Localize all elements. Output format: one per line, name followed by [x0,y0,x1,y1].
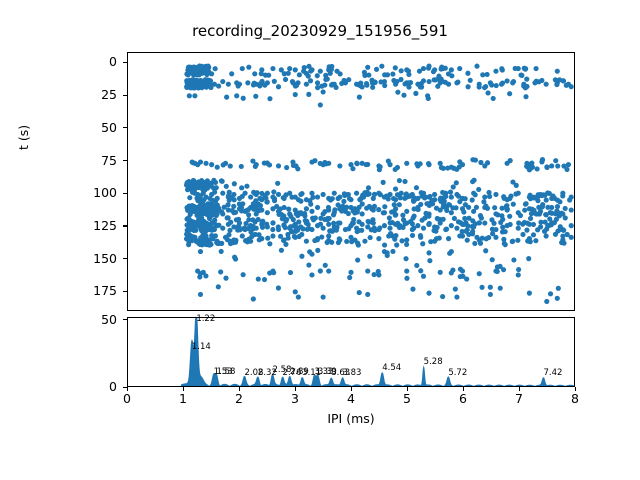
hist-xtick-label-4: 4 [347,391,355,406]
hist-xtick-mark [406,387,408,391]
hist-xtick-mark [182,387,184,391]
raster-y-axis-label: t (s) [16,124,31,150]
hist-xtick-mark [294,387,296,391]
hist-xtick-mark [350,387,352,391]
raster-ytick-label-150: 150 [93,250,117,266]
hist-xtick-mark [126,387,128,391]
raster-ytick-label-125: 125 [93,217,117,233]
raster-ytick-label-0: 0 [109,54,117,70]
hist-xtick-label-6: 6 [459,391,467,406]
raster-ytick-label-175: 175 [93,283,117,299]
hist-xtick-label-1: 1 [179,391,187,406]
hist-xtick-label-0: 0 [123,391,131,406]
hist-xtick-mark [518,387,520,391]
hist-xtick-label-8: 8 [571,391,579,406]
raster-ytick-label-75: 75 [101,152,117,168]
hist-xtick-mark [238,387,240,391]
raster-ytick-label-25: 25 [101,87,117,103]
histogram-trace [180,318,574,386]
hist-xtick-label-3: 3 [291,391,299,406]
raster-ytick-label-100: 100 [93,185,117,201]
ipi-histogram-plot [127,317,575,387]
hist-xtick-mark [574,387,576,391]
raster-scatter-plot [127,52,575,311]
hist-x-axis-label: IPI (ms) [327,411,375,426]
hist-xtick-mark [462,387,464,391]
page-title: recording_20230929_151956_591 [192,22,448,40]
hist-ytick-label-0: 0 [109,379,117,394]
hist-xtick-label-5: 5 [403,391,411,406]
hist-xtick-label-7: 7 [515,391,523,406]
raster-point-cloud [183,63,574,305]
hist-ytick-label-50: 50 [101,311,117,327]
hist-xtick-label-2: 2 [235,391,243,406]
